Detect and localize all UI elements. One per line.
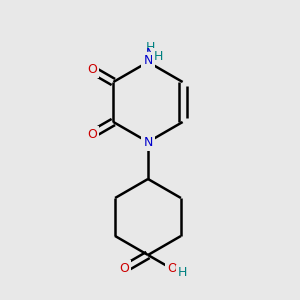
Text: N: N	[143, 136, 153, 148]
Text: O: O	[87, 63, 97, 76]
Text: H: H	[178, 266, 187, 280]
Text: H: H	[153, 50, 163, 62]
Text: N: N	[143, 55, 153, 68]
Text: O: O	[87, 128, 97, 141]
Text: O: O	[119, 262, 129, 275]
Text: N: N	[145, 47, 155, 60]
Text: O: O	[167, 262, 177, 275]
Text: H: H	[145, 41, 155, 54]
